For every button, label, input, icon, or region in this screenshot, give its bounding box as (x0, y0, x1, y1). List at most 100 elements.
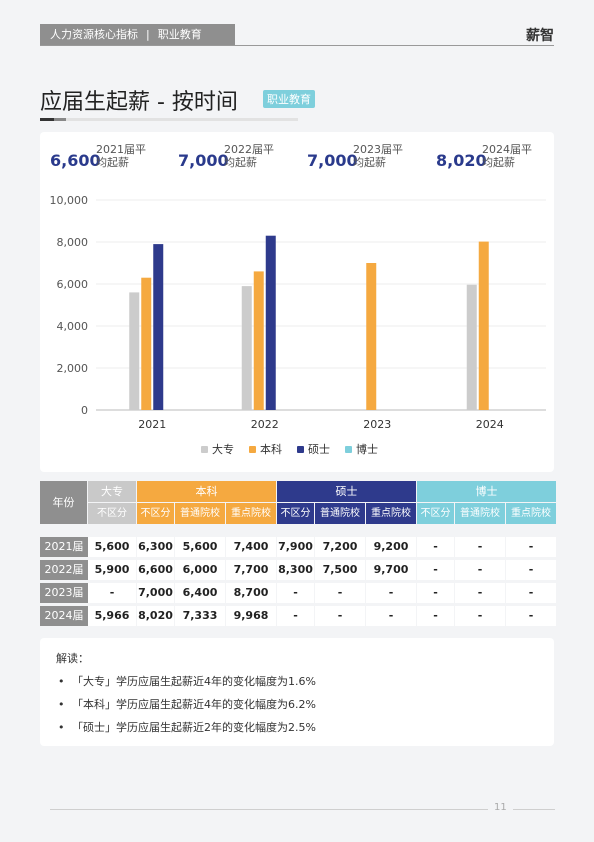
legend-swatch (345, 446, 352, 453)
brand-logo: 薪智 (526, 28, 554, 44)
table-group-header: 硕士 (277, 481, 416, 502)
table-cell: - (366, 606, 416, 626)
bar (141, 277, 152, 410)
table-group-header: 大专 (88, 481, 136, 502)
table-cell: 7,333 (175, 606, 225, 626)
table-row: 2021届 5,600 6,300 5,600 7,400 7,900 7,200 9,200… (40, 537, 556, 557)
bar (129, 292, 140, 410)
table-row-label: 2021届 (40, 537, 88, 557)
y-tick-label: 8,000 (57, 236, 89, 249)
bar (253, 271, 264, 410)
stat-label: 2021届平均起薪 (96, 143, 146, 169)
interpretation-list: 「大专」学历应届生起薪近4年的变化幅度为1.6% 「本科」学历应届生起薪近4年的… (56, 670, 316, 739)
header-category: 职业教育 (157, 28, 202, 41)
page-header: 人力资源核心指标 | 职业教育 薪智 (40, 24, 554, 46)
table-cell: 9,200 (366, 537, 416, 557)
y-tick-label: 2,000 (57, 362, 89, 375)
footer-divider (50, 809, 555, 810)
table-sub-header: 不区分 (137, 503, 174, 524)
chart-card: 6,600 2021届平均起薪 7,000 2022届平均起薪 7,000 20… (40, 132, 554, 472)
page-number: 11 (488, 802, 513, 813)
table-cell: 7,500 (315, 560, 365, 580)
table-row-label: 2023届 (40, 583, 88, 603)
interpretation-item: 「本科」学历应届生起薪近4年的变化幅度为6.2% (56, 693, 316, 716)
stat-value: 6,600 (50, 151, 101, 170)
table-cell: - (455, 537, 505, 557)
table-row-label: 2024届 (40, 606, 88, 626)
table-cell: 7,000 (137, 583, 174, 603)
table-cell: - (506, 560, 556, 580)
table-corner: 年份 (40, 481, 87, 524)
stat-label: 2023届平均起薪 (353, 143, 403, 169)
x-tick-label: 2024 (476, 418, 504, 431)
table-sub-header: 重点院校 (506, 503, 556, 524)
table-cell: 7,900 (277, 537, 314, 557)
table-sub-header: 重点院校 (226, 503, 276, 524)
table-cell: 5,600 (175, 537, 225, 557)
table-cell: 8,020 (137, 606, 174, 626)
y-tick-label: 0 (81, 404, 88, 417)
table-cell: 5,600 (88, 537, 136, 557)
legend-swatch (249, 446, 256, 453)
legend-swatch (201, 446, 208, 453)
title-underline (40, 118, 298, 121)
x-tick-label: 2023 (363, 418, 391, 431)
title-tag: 职业教育 (263, 90, 315, 108)
table-group-header: 博士 (417, 481, 556, 502)
table-cell: - (417, 537, 454, 557)
stat-value: 8,020 (436, 151, 487, 170)
table-cell: 8,300 (277, 560, 314, 580)
bar (265, 235, 276, 410)
table-cell: 7,200 (315, 537, 365, 557)
interpretation-item: 「硕士」学历应届生起薪近2年的变化幅度为2.5% (56, 716, 316, 739)
table-cell: - (277, 583, 314, 603)
table-cell: - (88, 583, 136, 603)
header-breadcrumb: 人力资源核心指标 | 职业教育 (40, 24, 235, 45)
table-row: 2023届 -7,000 6,400 8,700- - - - - - (40, 583, 556, 603)
table-cell: 7,700 (226, 560, 276, 580)
table-cell: - (455, 606, 505, 626)
table-cell: 5,900 (88, 560, 136, 580)
table-sub-header: 不区分 (417, 503, 454, 524)
legend-swatch (297, 446, 304, 453)
interpretation-heading: 解读： (56, 652, 89, 665)
table-row-label: 2022届 (40, 560, 88, 580)
table-cell: - (277, 606, 314, 626)
x-tick-label: 2022 (251, 418, 279, 431)
table-sub-header: 不区分 (88, 503, 136, 524)
table-cell: 6,000 (175, 560, 225, 580)
page-title: 应届生起薪 - 按时间 (40, 90, 238, 115)
table-cell: - (417, 606, 454, 626)
table-group-header: 本科 (137, 481, 276, 502)
table-sub-header: 不区分 (277, 503, 314, 524)
bar (241, 286, 252, 410)
y-tick-label: 10,000 (50, 194, 89, 207)
table-cell: - (417, 560, 454, 580)
table-cell: 7,400 (226, 537, 276, 557)
table-cell: - (506, 606, 556, 626)
legend-label: 本科 (260, 442, 282, 456)
table-cell: 6,300 (137, 537, 174, 557)
bar-chart: 0 2,000 4,000 6,000 8,000 10,000 2021 2022 2023 2… (50, 194, 546, 456)
table-cell: 5,966 (88, 606, 136, 626)
table-sub-header: 普通院校 (455, 503, 505, 524)
table-sub-header: 重点院校 (366, 503, 416, 524)
stat-label: 2022届平均起薪 (224, 143, 274, 169)
table-cell: 9,968 (226, 606, 276, 626)
interpretation-card: 解读： 「大专」学历应届生起薪近4年的变化幅度为1.6% 「本科」学历应届生起薪… (40, 638, 554, 746)
table-sub-header: 普通院校 (315, 503, 365, 524)
table-cell: - (455, 583, 505, 603)
header-separator: | (146, 28, 150, 41)
legend-label: 大专 (212, 442, 234, 456)
stat-value: 7,000 (178, 151, 229, 170)
table-row: 2024届 5,966 8,020 7,333 9,968- - - - - - (40, 606, 556, 626)
table-row: 2022届 5,900 6,600 6,000 7,700 8,300 7,500 9,700… (40, 560, 556, 580)
table-cell: 6,600 (137, 560, 174, 580)
header-section: 人力资源核心指标 (50, 28, 138, 41)
table-cell: - (506, 537, 556, 557)
table-cell: - (315, 606, 365, 626)
y-tick-label: 4,000 (57, 320, 89, 333)
table-cell: - (417, 583, 454, 603)
table-cell: 6,400 (175, 583, 225, 603)
table-sub-header: 普通院校 (175, 503, 225, 524)
